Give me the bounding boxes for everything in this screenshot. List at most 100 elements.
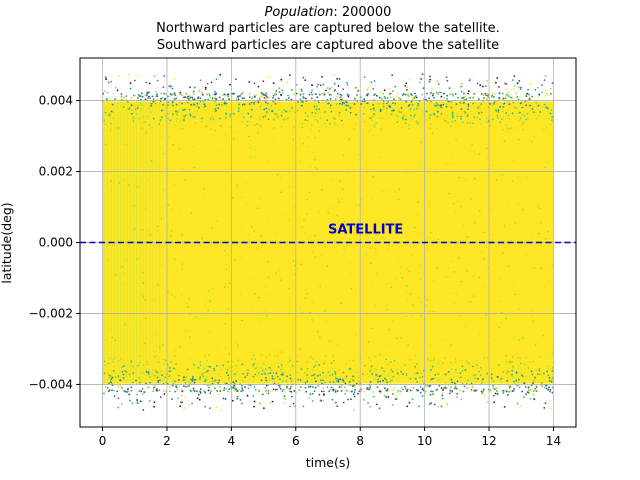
particle-point bbox=[416, 381, 418, 383]
particle-point bbox=[497, 111, 500, 113]
title-prefix: Population bbox=[265, 5, 334, 20]
particle-point bbox=[386, 309, 388, 311]
particle-point bbox=[433, 357, 436, 360]
particle-point bbox=[518, 308, 520, 310]
particle-point bbox=[349, 106, 351, 108]
particle-point bbox=[309, 357, 312, 359]
particle-point bbox=[112, 117, 115, 119]
particle-point bbox=[426, 92, 428, 95]
particle-point bbox=[241, 121, 244, 123]
particle-point bbox=[261, 393, 264, 396]
particle-point bbox=[279, 177, 282, 179]
particle-point bbox=[534, 387, 537, 390]
particle-point bbox=[489, 363, 492, 365]
particle-point bbox=[198, 398, 201, 401]
particle-point bbox=[212, 359, 215, 362]
particle-point bbox=[510, 133, 512, 136]
particle-point bbox=[513, 75, 516, 77]
particle-point bbox=[407, 105, 410, 107]
particle-point bbox=[438, 104, 440, 107]
particle-point bbox=[299, 306, 302, 309]
particle-point bbox=[228, 308, 230, 310]
particle-point bbox=[169, 116, 172, 119]
particle-point bbox=[234, 259, 237, 262]
particle-point bbox=[148, 82, 151, 85]
particle-point bbox=[237, 98, 240, 101]
particle-point bbox=[178, 101, 181, 104]
particle-point bbox=[342, 378, 344, 381]
particle-point bbox=[543, 381, 545, 383]
particle-point bbox=[514, 124, 517, 127]
particle-point bbox=[291, 395, 293, 398]
particle-point bbox=[454, 119, 456, 122]
particle-point bbox=[338, 111, 341, 114]
particle-point bbox=[426, 384, 429, 387]
particle-point bbox=[317, 374, 319, 377]
particle-point bbox=[526, 372, 529, 375]
particle-point bbox=[462, 131, 465, 134]
particle-point bbox=[405, 388, 407, 391]
particle-point bbox=[213, 110, 216, 113]
particle-point bbox=[227, 390, 229, 393]
particle-point bbox=[496, 393, 499, 395]
particle-point bbox=[109, 381, 112, 384]
particle-point bbox=[237, 110, 240, 113]
particle-point bbox=[155, 388, 158, 391]
particle-point bbox=[108, 327, 111, 330]
particle-point bbox=[433, 377, 435, 380]
particle-point bbox=[252, 376, 255, 378]
particle-point bbox=[499, 106, 501, 108]
particle-point bbox=[408, 402, 411, 404]
particle-point bbox=[264, 387, 267, 389]
particle-point bbox=[371, 373, 374, 375]
particle-point bbox=[245, 125, 248, 127]
particle-point bbox=[171, 101, 174, 104]
particle-point bbox=[334, 117, 336, 120]
particle-point bbox=[156, 79, 159, 82]
particle-point bbox=[446, 125, 449, 128]
particle-point bbox=[407, 124, 410, 126]
particle-point bbox=[371, 327, 374, 330]
particle-point bbox=[486, 95, 489, 97]
particle-point bbox=[348, 262, 351, 265]
particle-point bbox=[160, 217, 163, 220]
particle-point bbox=[415, 120, 418, 123]
particle-point bbox=[447, 364, 450, 367]
particle-point bbox=[159, 358, 162, 360]
particle-point bbox=[242, 91, 244, 94]
particle-point bbox=[498, 300, 501, 303]
particle-point bbox=[450, 362, 453, 364]
particle-point bbox=[543, 386, 546, 389]
particle-point bbox=[484, 85, 487, 88]
particle-point bbox=[151, 351, 154, 354]
particle-point bbox=[345, 109, 348, 111]
particle-point bbox=[270, 104, 273, 107]
particle-point bbox=[253, 386, 256, 388]
particle-point bbox=[170, 85, 173, 87]
particle-point bbox=[466, 122, 469, 125]
particle-point bbox=[491, 118, 494, 121]
particle-point bbox=[276, 388, 278, 391]
particle-point bbox=[383, 89, 386, 92]
particle-point bbox=[479, 118, 481, 120]
particle-point bbox=[151, 95, 154, 98]
particle-point bbox=[366, 94, 368, 97]
particle-point bbox=[551, 355, 553, 358]
particle-point bbox=[256, 370, 258, 373]
particle-point bbox=[321, 367, 324, 370]
particle-point bbox=[545, 94, 547, 97]
particle-point bbox=[206, 376, 208, 378]
particle-point bbox=[109, 128, 112, 131]
particle-point bbox=[248, 357, 251, 360]
particle-point bbox=[271, 375, 274, 378]
particle-point bbox=[429, 351, 432, 354]
particle-point bbox=[298, 388, 300, 391]
particle-point bbox=[180, 94, 183, 97]
particle-point bbox=[421, 93, 423, 96]
particle-point bbox=[518, 122, 521, 125]
particle-point bbox=[421, 376, 424, 378]
particle-point bbox=[480, 111, 483, 114]
particle-point bbox=[500, 118, 503, 121]
particle-point bbox=[236, 390, 239, 392]
x-tick-label: 12 bbox=[481, 434, 496, 448]
